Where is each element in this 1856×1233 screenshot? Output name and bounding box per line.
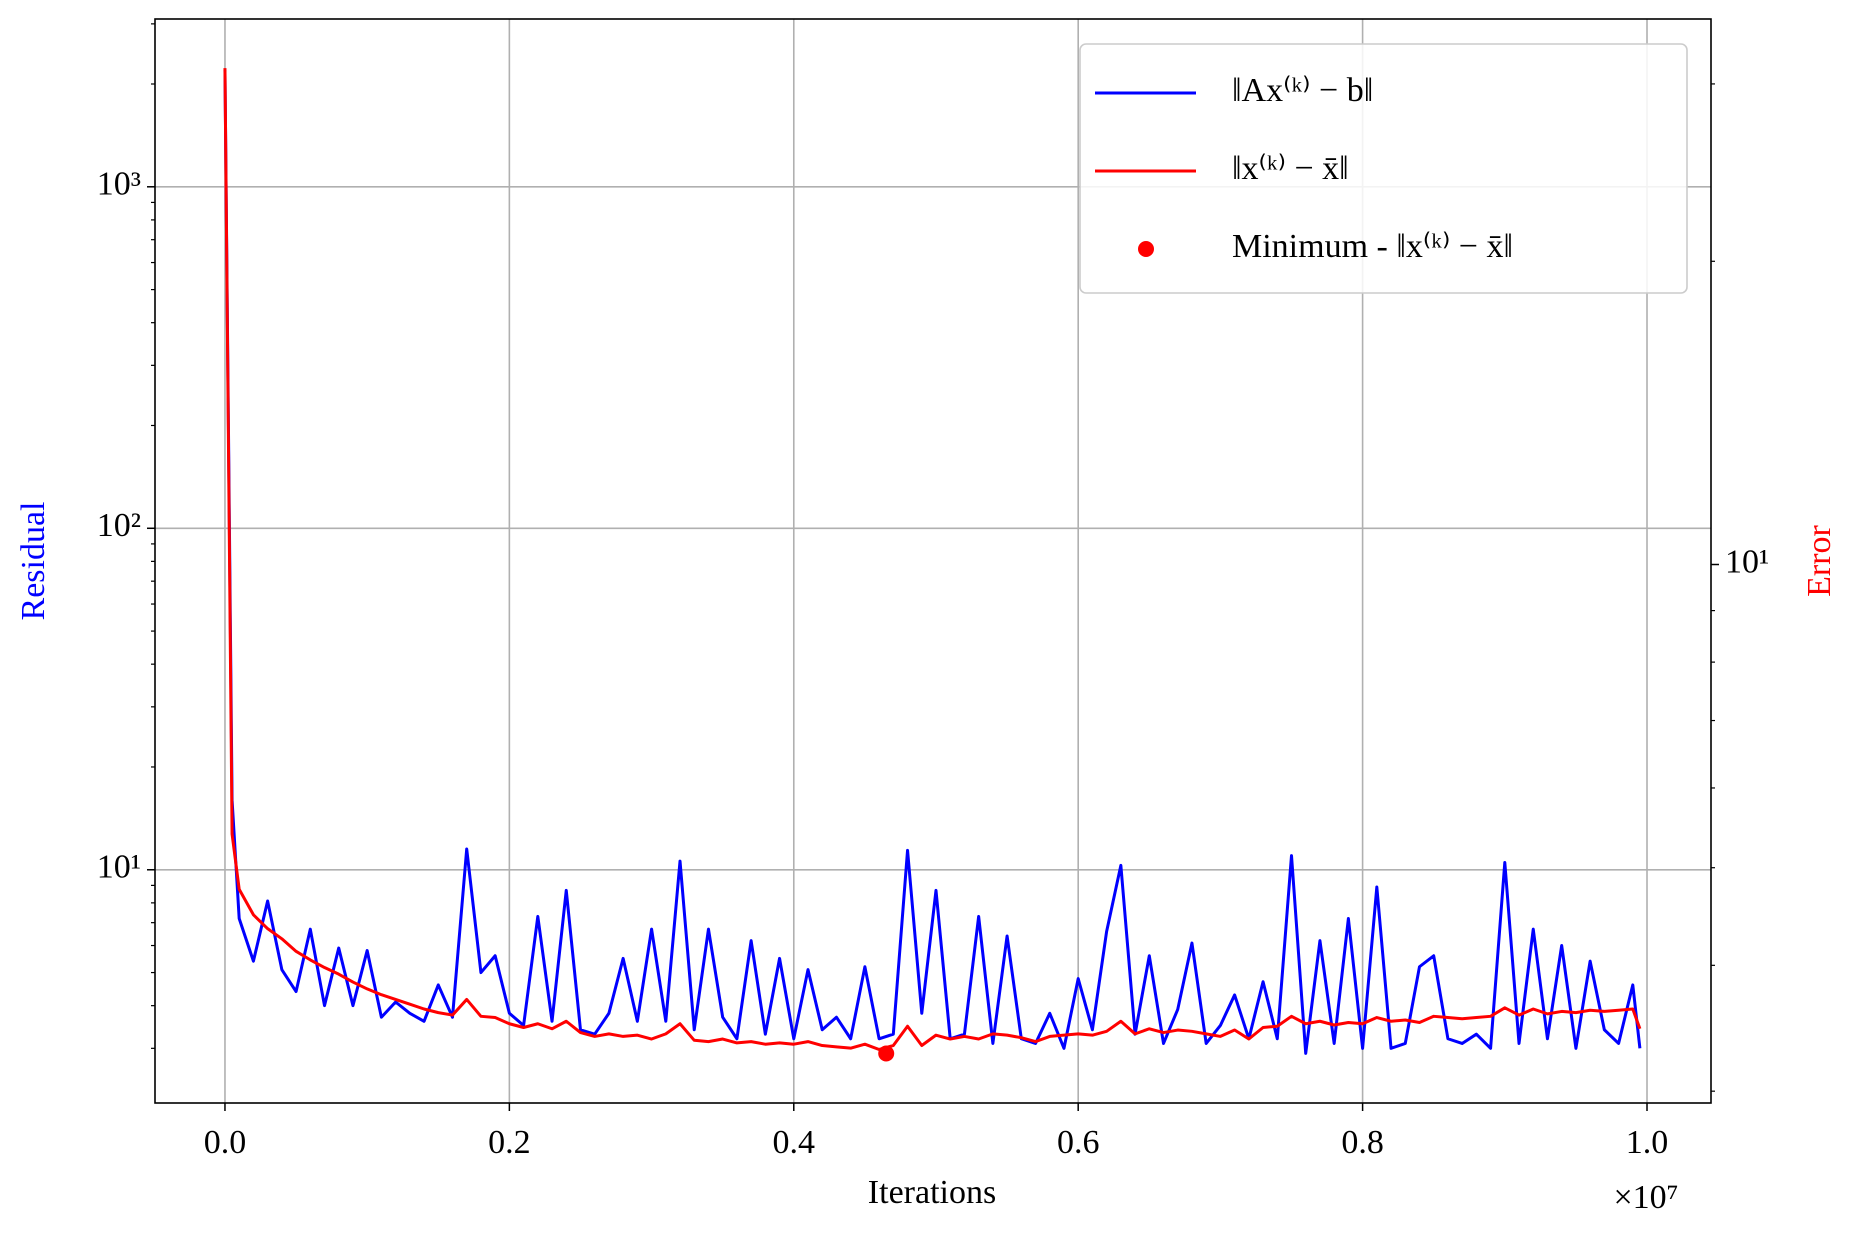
x-tick-label: 0.0 [204,1124,247,1161]
legend-label: ‖Ax⁽ᵏ⁾ − b‖ [1232,72,1373,109]
y-tick-label: 10² [97,507,141,544]
y-tick-label: 10¹ [97,849,141,886]
legend-box [1079,43,1688,294]
y2-axis-label: Error [1801,524,1838,596]
series-line [223,69,1642,1055]
plot-frame [154,18,1712,1104]
x-tick-label: 0.6 [1057,1124,1100,1161]
y-axis-label: Residual [15,502,52,621]
series-line [223,68,1642,1051]
minimum-marker [878,1045,895,1062]
y2-tick-label: 10¹ [1725,543,1769,580]
legend-label: ‖x⁽ᵏ⁾ − x̄‖ [1232,150,1349,187]
x-offset-label: ×10⁷ [1613,1179,1678,1216]
y-tick-label: 10³ [97,166,141,203]
legend-marker [1138,241,1154,257]
x-tick-label: 0.4 [773,1124,816,1161]
x-axis-label: Iterations [868,1174,996,1211]
x-tick-label: 0.2 [488,1124,531,1161]
x-tick-label: 0.8 [1341,1124,1384,1161]
x-tick-label: 1.0 [1626,1124,1669,1161]
legend-label: Minimum - ‖x⁽ᵏ⁾ − x̄‖ [1232,228,1513,265]
